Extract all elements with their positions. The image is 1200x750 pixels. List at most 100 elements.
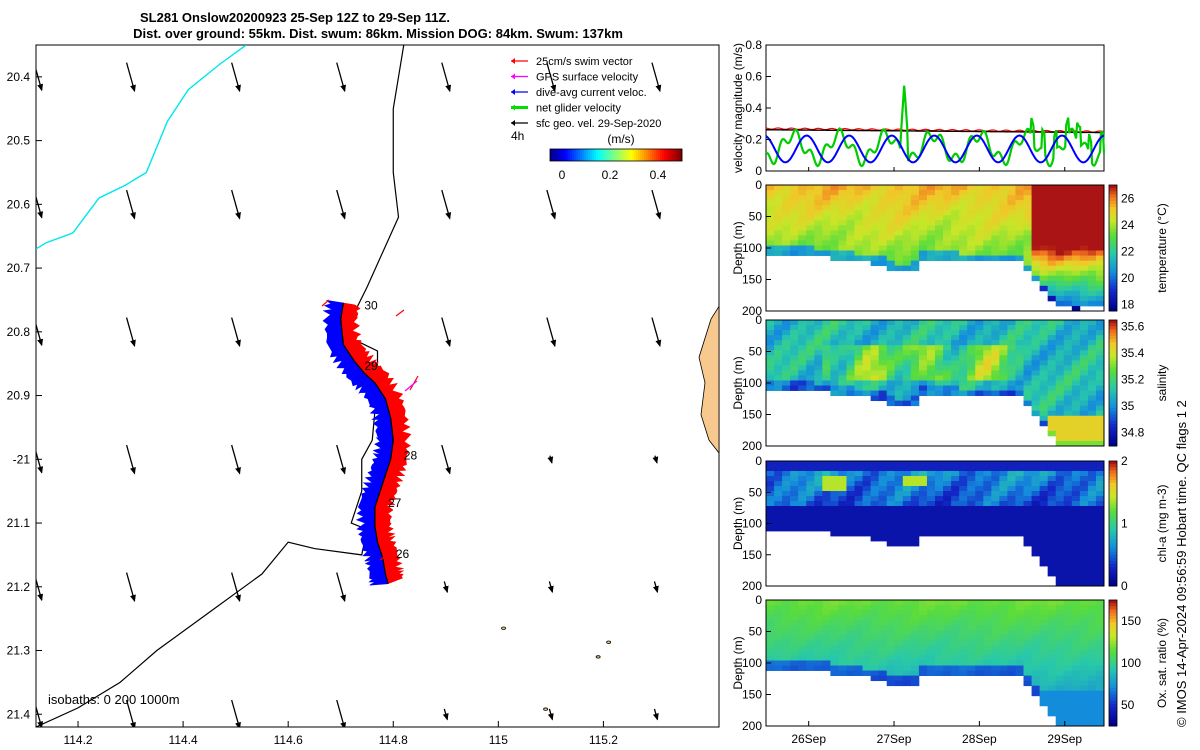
section-cell — [902, 320, 912, 326]
section-cell — [918, 600, 928, 606]
section-cell — [943, 190, 952, 196]
section-cell — [846, 635, 855, 641]
section-cell — [1095, 400, 1105, 407]
section-cell — [782, 625, 791, 631]
section-cell — [943, 610, 952, 616]
section-cell — [814, 230, 823, 236]
section-cell — [830, 630, 839, 636]
section-cell — [798, 235, 807, 241]
section-cell — [854, 461, 863, 467]
section-cell — [910, 385, 920, 391]
section-cell — [967, 625, 976, 631]
section-cell — [1063, 230, 1073, 236]
section-cell — [782, 645, 791, 651]
section-cell — [838, 650, 847, 656]
section-cell — [878, 630, 888, 636]
section-cell — [1015, 476, 1024, 482]
section-cell — [1039, 670, 1049, 676]
section-cell — [790, 516, 799, 522]
section-cell — [862, 466, 872, 472]
section-cell — [983, 466, 992, 472]
section-cell — [1007, 476, 1016, 482]
section-cell — [1055, 435, 1065, 442]
section-cell — [854, 385, 863, 391]
section-cell — [926, 235, 936, 241]
section-cell — [774, 615, 783, 621]
section-cell — [1047, 700, 1057, 707]
section-cell — [1071, 185, 1081, 191]
colorbar-tick-label: 35.6 — [1121, 320, 1145, 334]
section-cell — [766, 516, 775, 522]
section-cell — [1039, 501, 1049, 507]
section-cell — [846, 486, 855, 492]
section-cell — [830, 345, 839, 351]
section-cell — [951, 496, 960, 502]
section-cell — [902, 355, 912, 361]
section-cell — [878, 385, 888, 391]
section-cell — [782, 240, 791, 246]
section-cell — [918, 380, 928, 386]
section-cell — [1023, 486, 1032, 492]
section-cell — [1047, 566, 1057, 572]
section-cell — [1015, 325, 1024, 331]
section-cell — [975, 516, 984, 522]
depth-tick-label: 100 — [742, 241, 762, 255]
section-cell — [991, 195, 1000, 201]
section-cell — [1055, 270, 1065, 277]
section-cell — [862, 531, 872, 537]
section-cell — [1055, 640, 1065, 646]
section-cell — [790, 325, 799, 331]
section-cell — [894, 645, 904, 651]
section-cell — [1007, 240, 1016, 246]
section-cell — [830, 650, 839, 656]
section-cell — [782, 250, 791, 256]
section-cell — [959, 526, 968, 532]
section-cell — [1063, 486, 1073, 492]
section-cell — [814, 615, 823, 621]
geo-velocity-arrow — [441, 317, 452, 348]
section-cell — [935, 506, 944, 512]
section-cell — [894, 350, 904, 356]
section-cell — [959, 466, 968, 472]
section-cell — [1007, 660, 1016, 666]
section-cell — [1007, 640, 1016, 646]
section-cell — [1079, 605, 1089, 611]
section-cell — [1039, 511, 1049, 517]
section-cell — [878, 481, 888, 487]
section-cell — [910, 620, 920, 626]
section-cell — [1007, 625, 1016, 631]
section-cell — [1055, 275, 1065, 282]
section-cell — [1063, 440, 1073, 447]
section-cell — [967, 506, 976, 512]
section-cell — [790, 506, 799, 512]
section-cell — [1055, 195, 1065, 201]
section-cell — [1031, 205, 1041, 211]
section-cell — [926, 325, 936, 331]
section-cell — [1023, 526, 1032, 532]
section-cell — [975, 195, 984, 201]
section-cell — [918, 340, 928, 346]
section-cell — [790, 640, 799, 646]
section-cell — [870, 260, 880, 267]
section-cell — [975, 390, 984, 396]
section-cell — [870, 496, 880, 502]
section-cell — [1087, 466, 1097, 472]
section-cell — [766, 650, 775, 656]
section-cell — [902, 370, 912, 376]
section-cell — [951, 610, 960, 616]
section-cell — [790, 355, 799, 361]
section-cell — [1087, 415, 1097, 422]
section-colorbar-cell — [1109, 492, 1117, 496]
section-cell — [926, 330, 936, 336]
section-cell — [1055, 665, 1065, 671]
section-cell — [774, 516, 783, 522]
section-cell — [854, 620, 863, 626]
geo-velocity-arrow — [441, 444, 452, 475]
section-cell — [878, 491, 888, 497]
section-cell — [1015, 185, 1024, 191]
section-cell — [838, 620, 847, 626]
section-cell — [886, 215, 896, 221]
section-cell — [854, 340, 863, 346]
section-cell — [894, 466, 904, 472]
section-cell — [926, 215, 936, 221]
